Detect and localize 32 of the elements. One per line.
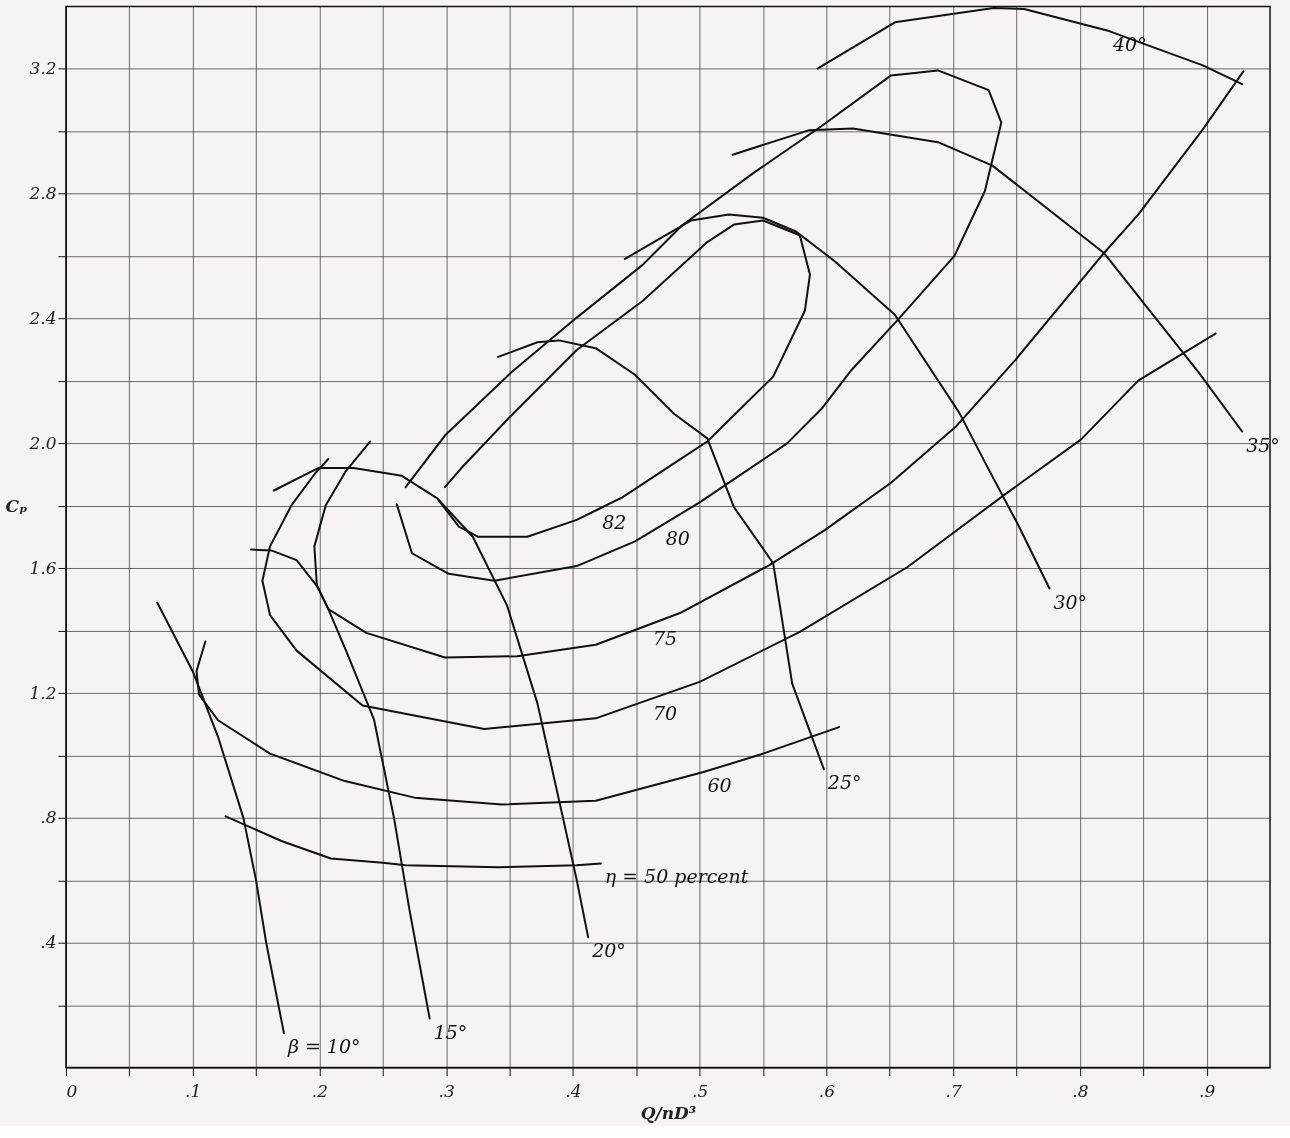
x-axis-title: Q/nD³ [640,1103,697,1124]
annotation: 15° [433,1020,468,1043]
annotation: 82 [602,511,627,534]
x-tick-label: .2 [311,1081,329,1102]
annotation: 60 [707,774,732,797]
x-tick-label: .9 [1199,1081,1216,1102]
y-tick-label: 2.4 [28,308,57,329]
annotation: 30° [1053,590,1088,613]
annotation: 40° [1112,33,1147,56]
y-tick-label: .8 [40,807,57,828]
x-tick-label: .1 [185,1081,202,1102]
x-tick-label: .8 [1072,1081,1089,1102]
y-axis-title: Cₚ [5,496,28,517]
x-tick-label: 0 [66,1081,78,1102]
y-tick-label: 3.2 [29,58,57,79]
x-tick-label: .7 [945,1081,962,1102]
y-tick-label: 2.0 [28,432,57,453]
y-tick-label: 1.6 [29,557,57,578]
annotation: 25° [826,771,862,794]
annotation: η = 50 percent [604,865,749,888]
x-tick-label: .5 [692,1081,709,1102]
x-tick-label: .3 [438,1081,455,1102]
annotation: 20° [591,939,626,962]
annotation: 75 [652,626,678,649]
annotation: 70 [652,701,678,724]
x-tick-label: .4 [565,1081,582,1102]
x-tick-label: .6 [818,1081,836,1102]
y-tick-label: .4 [40,932,57,953]
annotation: β = 10° [286,1035,361,1058]
y-tick-label: 1.2 [29,682,57,703]
annotation: 80 [665,527,690,550]
y-tick-label: 2.8 [28,183,57,204]
